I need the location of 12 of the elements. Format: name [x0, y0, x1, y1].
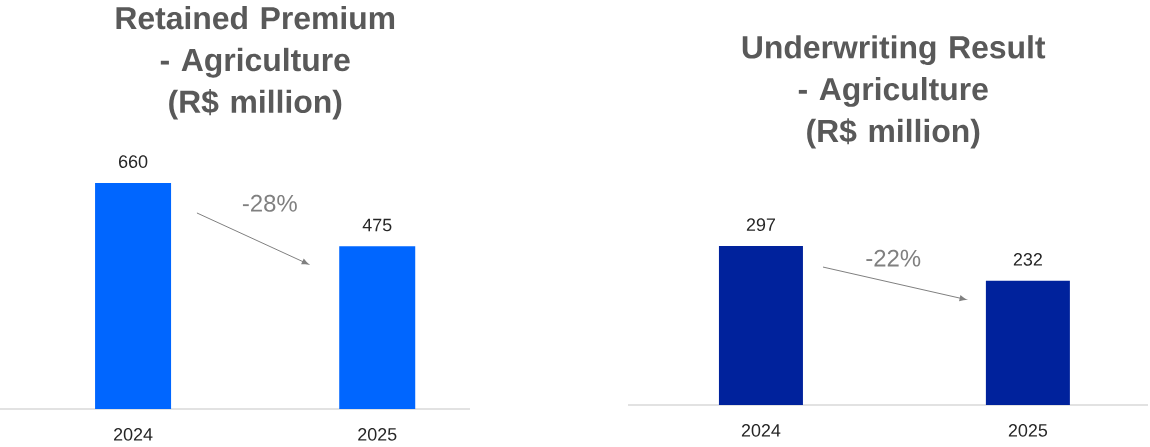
- data-label: 660: [119, 155, 148, 168]
- annotation: -28%: [242, 194, 297, 212]
- x-tick-label: 2024: [114, 428, 153, 441]
- x-tick-label: 2025: [358, 428, 397, 441]
- chart-title: Retained Premium - Agriculture (R$ million): [116, 5, 395, 120]
- x-tick-label: 2024: [741, 424, 781, 437]
- data-label: 232: [1013, 253, 1042, 266]
- x-tick-label: 2025: [1008, 424, 1048, 437]
- chart-title: Underwriting Result - Agriculture (R$ million): [742, 35, 1046, 149]
- data-label: 297: [746, 218, 775, 231]
- data-label: 475: [362, 218, 392, 232]
- annotation: -22%: [866, 249, 921, 267]
